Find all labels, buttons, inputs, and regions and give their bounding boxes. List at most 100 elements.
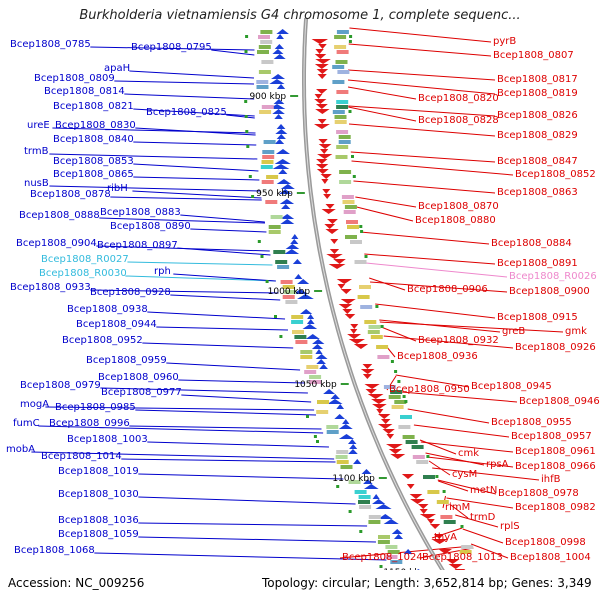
right-gene-label[interactable]: Bcep1808_0870 [418,201,499,212]
forward-gene-arrow [367,394,384,399]
right-gene-label[interactable]: Bcep1808_0807 [493,50,574,61]
right-gene-label[interactable]: greB [502,326,525,337]
left-gene-label[interactable]: Bcep1808_0830 [55,120,136,131]
right-gene-label[interactable]: Bcep1808_0982 [515,502,596,513]
right-gene-label[interactable]: Bcep1808_0978 [498,488,579,499]
left-gene-label[interactable]: Bcep1808_1030 [58,489,139,500]
right-gene-label[interactable]: Bcep1808_R0026 [509,271,597,282]
right-gene-label[interactable]: Bcep1808_0915 [497,312,578,323]
right-gene-label[interactable]: Bcep1808_0819 [497,88,578,99]
left-gene-label[interactable]: Bcep1808_0977 [101,387,182,398]
cog-block-right [339,170,352,174]
left-gene-label[interactable]: Bcep1808_0904 [16,238,97,249]
reverse-gene-arrow [276,34,284,39]
right-gene-label[interactable]: rimM [445,502,470,513]
left-gene-label[interactable]: Bcep1808_1014 [41,451,122,462]
right-gene-label[interactable]: Bcep1808_0852 [515,169,596,180]
cog-block-right [423,475,435,479]
right-gene-label[interactable]: cmk [458,448,479,459]
left-gene-label[interactable]: mogA [20,399,49,410]
left-gene-label[interactable]: Bcep1808_0883 [100,207,181,218]
right-gene-label[interactable]: Bcep1808_0961 [515,446,596,457]
right-gene-label[interactable]: Bcep1808_0932 [418,335,499,346]
left-gene-label[interactable]: Bcep1808_1036 [58,515,139,526]
cog-block-left [275,260,288,264]
left-gene-label[interactable]: Bcep1808_0853 [53,156,134,167]
right-gene-label[interactable]: Bcep1808_0936 [397,351,478,362]
right-gene-label[interactable]: gmk [565,326,587,337]
reverse-gene-arrow [274,139,285,144]
left-gene-label[interactable]: Bcep1808_0865 [53,169,134,180]
left-gene-label[interactable]: Bcep1808_1068 [14,545,95,556]
left-gene-label[interactable]: Bcep1808_0825 [146,107,227,118]
right-gene-label[interactable]: Bcep1808_0817 [497,74,578,85]
left-gene-label[interactable]: Bcep1808_0809 [34,73,115,84]
right-gene-label[interactable]: Bcep1808_0955 [491,417,572,428]
right-gene-label[interactable]: Bcep1808_0945 [471,381,552,392]
left-gene-label[interactable]: fumC [13,418,40,429]
left-gene-label[interactable]: mobA [6,444,35,455]
left-gene-label[interactable]: Bcep1808_0933 [10,282,91,293]
left-gene-label[interactable]: Bcep1808_0814 [44,86,125,97]
right-gene-label[interactable]: Bcep1808_0998 [505,537,586,548]
right-gene-label[interactable]: metN [470,485,497,496]
right-gene-label[interactable]: Bcep1808_0946 [519,396,600,407]
right-gene-label[interactable]: trmD [470,512,496,523]
right-gene-label[interactable]: ihfB [541,474,561,485]
right-gene-label[interactable]: pyrB [493,36,516,47]
left-gene-label[interactable]: Bcep1808_0985 [55,402,136,413]
right-gene-label[interactable]: rpsA [486,459,509,470]
right-gene-label[interactable]: Bcep1808_0884 [491,238,572,249]
left-gene-label[interactable]: Bcep1808_0938 [67,304,148,315]
right-gene-label[interactable]: Bcep1808_0828 [418,115,499,126]
left-gene-label[interactable]: ribH [107,183,128,194]
left-gene-label[interactable]: Bcep1808_R0027 [41,254,129,265]
left-gene-label[interactable]: Bcep1808_0785 [10,39,91,50]
left-gene-label[interactable]: apaH [104,63,130,74]
left-gene-label[interactable]: Bcep1808_0960 [98,372,179,383]
left-gene-label[interactable]: Bcep1808_1003 [67,434,148,445]
left-gene-label[interactable]: Bcep1808_0890 [110,221,191,232]
right-gene-label[interactable]: rplS [500,521,520,532]
left-gene-label[interactable]: Bcep1808_0821 [53,101,134,112]
left-gene-label[interactable]: rph [154,266,171,277]
left-gene-label[interactable]: Bcep1808_0952 [62,335,143,346]
right-gene-label[interactable]: Bcep1808_0966 [515,461,596,472]
right-gene-label[interactable]: Bcep1808_0957 [511,431,592,442]
right-gene-label[interactable]: Bcep1808_0863 [497,187,578,198]
left-gene-label[interactable]: trmB [24,146,49,157]
right-gene-label[interactable]: Bcep1808_0891 [497,258,578,269]
right-gene-label[interactable]: Bcep1808_0826 [497,110,578,121]
left-gene-label[interactable]: Bcep1808_0878 [30,189,111,200]
left-gene-label[interactable]: Bcep1808_0996 [49,418,130,429]
right-gene-label[interactable]: Bcep1808_1013 [422,552,503,563]
right-gene-label[interactable]: cysM [452,469,477,480]
right-gene-label[interactable]: Bcep1808_0829 [497,130,578,141]
right-gene-label[interactable]: Bcep1808_0880 [415,215,496,226]
right-gene-label[interactable]: Bcep1808_0906 [407,284,488,295]
left-gene-label[interactable]: Bcep1808_0795 [131,42,212,53]
reverse-gene-arrow [349,444,358,449]
left-gene-label[interactable]: Bcep1808_0928 [90,287,171,298]
left-gene-label[interactable]: Bcep1808_1019 [58,466,139,477]
right-gene-label[interactable]: Bcep1808_0900 [509,286,590,297]
left-gene-label[interactable]: Bcep1808_0979 [20,380,101,391]
right-gene-label[interactable]: thyA [434,532,457,543]
left-gene-label[interactable]: Bcep1808_0888 [19,210,100,221]
right-gene-label[interactable]: Bcep1808_1024 [342,552,423,563]
reverse-gene-arrow [338,424,353,429]
right-gene-label[interactable]: Bcep1808_0847 [497,156,578,167]
left-gene-label[interactable]: Bcep1808_0959 [86,355,167,366]
left-gene-label[interactable]: nusB [24,178,49,189]
right-gene-label[interactable]: Bcep1808_0950 [389,384,470,395]
right-gene-label[interactable]: Bcep1808_1004 [510,552,591,563]
left-gene-label[interactable]: Bcep1808_R0030 [39,268,127,279]
left-gene-label[interactable]: Bcep1808_0897 [97,240,178,251]
left-gene-label[interactable]: Bcep1808_1059 [58,529,139,540]
right-gene-label[interactable]: Bcep1808_0820 [418,93,499,104]
left-gene-label[interactable]: Bcep1808_0944 [76,319,157,330]
left-gene-label[interactable]: Bcep1808_0840 [53,134,134,145]
left-gene-label[interactable]: ureE [27,120,50,131]
right-gene-label[interactable]: Bcep1808_0926 [515,342,596,353]
forward-gene-arrow [342,309,353,314]
